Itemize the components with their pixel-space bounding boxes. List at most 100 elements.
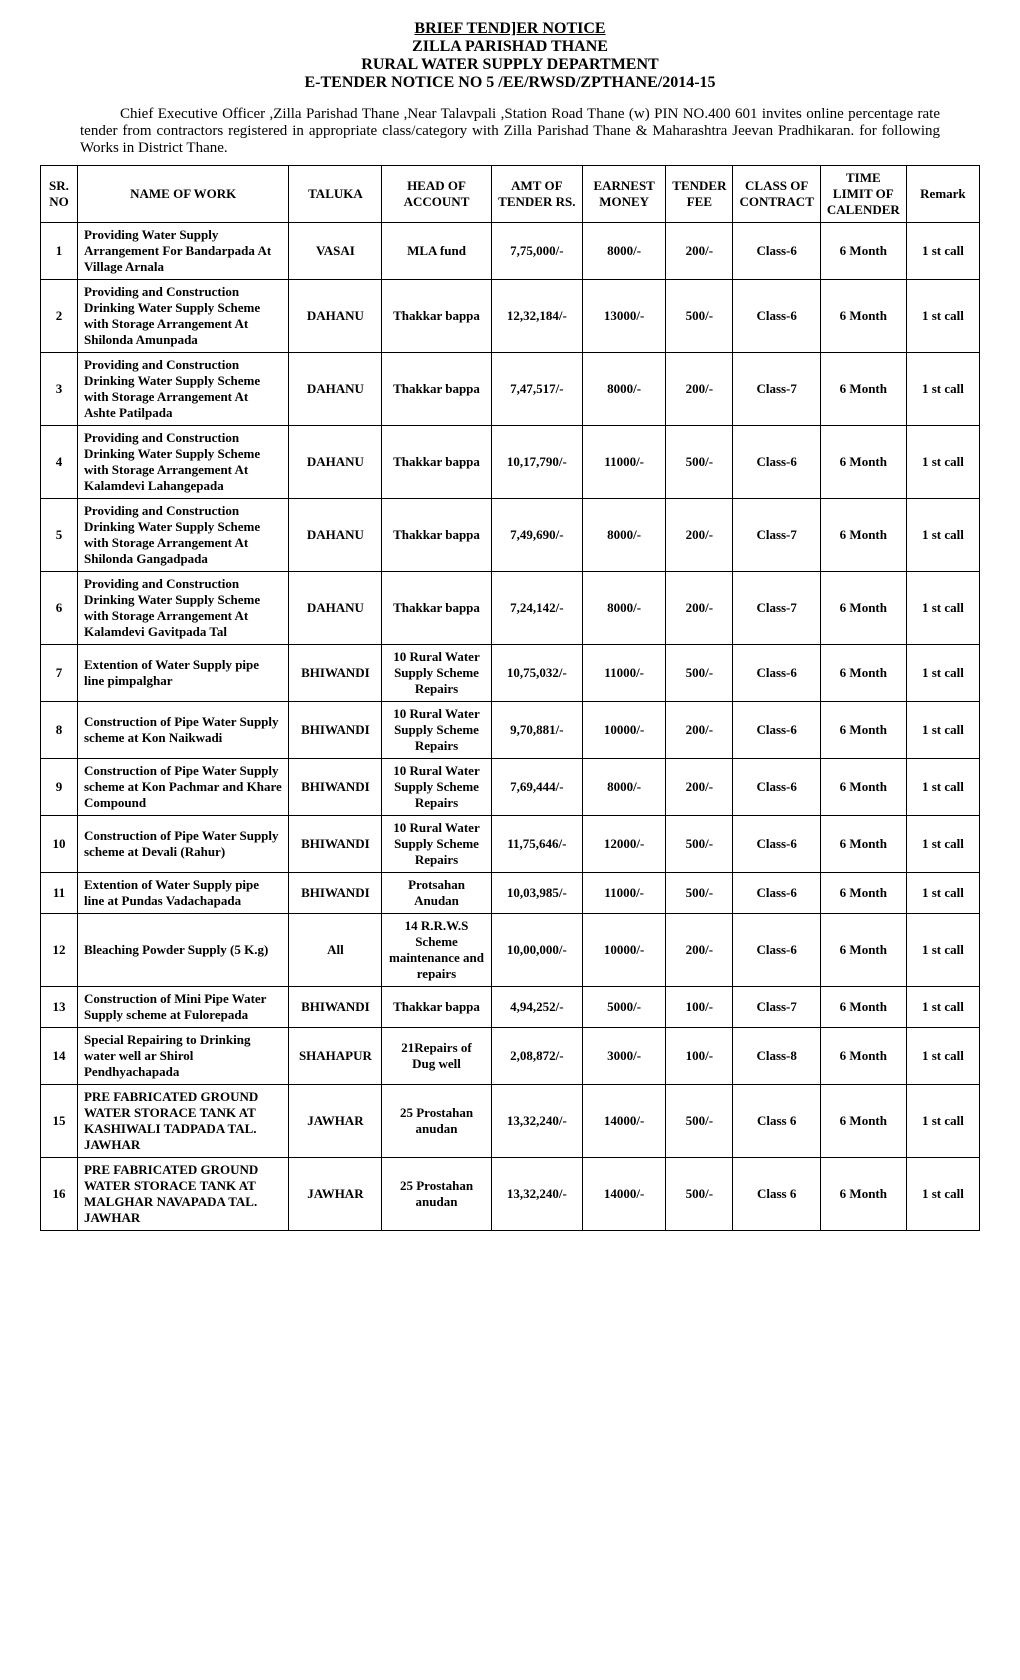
cell-name: Construction of Pipe Water Supply scheme… (77, 816, 288, 873)
cell-cls: Class-6 (733, 426, 820, 499)
cell-cls: Class-6 (733, 223, 820, 280)
cell-emd: 11000/- (583, 645, 666, 702)
cell-head: 21Repairs of Dug well (382, 1028, 491, 1085)
cell-time: 6 Month (820, 816, 906, 873)
cell-head: Thakkar bappa (382, 280, 491, 353)
cell-name: Construction of Pipe Water Supply scheme… (77, 759, 288, 816)
cell-fee: 100/- (666, 1028, 733, 1085)
cell-name: Construction of Pipe Water Supply scheme… (77, 702, 288, 759)
cell-rmk: 1 st call (906, 702, 979, 759)
cell-amt: 13,32,240/- (491, 1158, 582, 1231)
cell-emd: 5000/- (583, 987, 666, 1028)
table-row: 13Construction of Mini Pipe Water Supply… (41, 987, 980, 1028)
cell-sr: 5 (41, 499, 78, 572)
cell-head: 14 R.R.W.S Scheme maintenance and repair… (382, 914, 491, 987)
cell-fee: 200/- (666, 759, 733, 816)
cell-cls: Class 6 (733, 1158, 820, 1231)
cell-name: Providing and Construction Drinking Wate… (77, 426, 288, 499)
cell-amt: 13,32,240/- (491, 1085, 582, 1158)
cell-name: Providing and Construction Drinking Wate… (77, 353, 288, 426)
cell-emd: 8000/- (583, 223, 666, 280)
cell-rmk: 1 st call (906, 645, 979, 702)
cell-amt: 9,70,881/- (491, 702, 582, 759)
cell-amt: 7,75,000/- (491, 223, 582, 280)
cell-rmk: 1 st call (906, 759, 979, 816)
header-line-3: RURAL WATER SUPPLY DEPARTMENT (40, 56, 980, 74)
cell-name: Providing and Construction Drinking Wate… (77, 572, 288, 645)
cell-rmk: 1 st call (906, 353, 979, 426)
cell-amt: 12,32,184/- (491, 280, 582, 353)
table-row: 8Construction of Pipe Water Supply schem… (41, 702, 980, 759)
col-fee: TENDER FEE (666, 166, 733, 223)
table-row: 15PRE FABRICATED GROUND WATER STORACE TA… (41, 1085, 980, 1158)
cell-head: 10 Rural Water Supply Scheme Repairs (382, 759, 491, 816)
cell-emd: 14000/- (583, 1085, 666, 1158)
cell-head: 10 Rural Water Supply Scheme Repairs (382, 702, 491, 759)
cell-head: Thakkar bappa (382, 353, 491, 426)
table-row: 10Construction of Pipe Water Supply sche… (41, 816, 980, 873)
col-rmk: Remark (906, 166, 979, 223)
cell-name: Providing Water Supply Arrangement For B… (77, 223, 288, 280)
cell-sr: 8 (41, 702, 78, 759)
cell-rmk: 1 st call (906, 1158, 979, 1231)
cell-cls: Class-7 (733, 987, 820, 1028)
cell-cls: Class-7 (733, 499, 820, 572)
cell-rmk: 1 st call (906, 499, 979, 572)
cell-fee: 500/- (666, 1158, 733, 1231)
cell-taluka: All (289, 914, 382, 987)
cell-cls: Class-6 (733, 816, 820, 873)
cell-fee: 200/- (666, 353, 733, 426)
cell-taluka: BHIWANDI (289, 759, 382, 816)
cell-sr: 7 (41, 645, 78, 702)
cell-head: Thakkar bappa (382, 499, 491, 572)
cell-rmk: 1 st call (906, 987, 979, 1028)
cell-fee: 500/- (666, 280, 733, 353)
cell-taluka: JAWHAR (289, 1158, 382, 1231)
cell-sr: 9 (41, 759, 78, 816)
col-cls: CLASS OF CONTRACT (733, 166, 820, 223)
cell-taluka: BHIWANDI (289, 702, 382, 759)
intro-paragraph: Chief Executive Officer ,Zilla Parishad … (80, 106, 940, 157)
cell-rmk: 1 st call (906, 914, 979, 987)
cell-taluka: JAWHAR (289, 1085, 382, 1158)
col-name: NAME OF WORK (77, 166, 288, 223)
col-taluka: TALUKA (289, 166, 382, 223)
cell-time: 6 Month (820, 426, 906, 499)
cell-cls: Class-8 (733, 1028, 820, 1085)
table-row: 16PRE FABRICATED GROUND WATER STORACE TA… (41, 1158, 980, 1231)
cell-name: Construction of Mini Pipe Water Supply s… (77, 987, 288, 1028)
cell-emd: 8000/- (583, 759, 666, 816)
cell-fee: 500/- (666, 873, 733, 914)
cell-sr: 15 (41, 1085, 78, 1158)
cell-amt: 2,08,872/- (491, 1028, 582, 1085)
cell-sr: 12 (41, 914, 78, 987)
cell-rmk: 1 st call (906, 1085, 979, 1158)
cell-name: PRE FABRICATED GROUND WATER STORACE TANK… (77, 1158, 288, 1231)
cell-head: Thakkar bappa (382, 426, 491, 499)
cell-rmk: 1 st call (906, 223, 979, 280)
cell-sr: 6 (41, 572, 78, 645)
cell-time: 6 Month (820, 353, 906, 426)
tender-table: SR. NO NAME OF WORK TALUKA HEAD OF ACCOU… (40, 165, 980, 1231)
cell-head: 25 Prostahan anudan (382, 1158, 491, 1231)
cell-taluka: DAHANU (289, 499, 382, 572)
col-emd: EARNEST MONEY (583, 166, 666, 223)
cell-amt: 10,75,032/- (491, 645, 582, 702)
table-row: 11Extention of Water Supply pipe line at… (41, 873, 980, 914)
cell-rmk: 1 st call (906, 280, 979, 353)
cell-rmk: 1 st call (906, 816, 979, 873)
cell-fee: 500/- (666, 426, 733, 499)
table-row: 6Providing and Construction Drinking Wat… (41, 572, 980, 645)
cell-head: 10 Rural Water Supply Scheme Repairs (382, 645, 491, 702)
cell-time: 6 Month (820, 572, 906, 645)
cell-fee: 200/- (666, 702, 733, 759)
cell-emd: 8000/- (583, 499, 666, 572)
cell-taluka: VASAI (289, 223, 382, 280)
cell-amt: 7,69,444/- (491, 759, 582, 816)
cell-amt: 7,49,690/- (491, 499, 582, 572)
table-header-row: SR. NO NAME OF WORK TALUKA HEAD OF ACCOU… (41, 166, 980, 223)
cell-rmk: 1 st call (906, 1028, 979, 1085)
cell-time: 6 Month (820, 223, 906, 280)
col-head: HEAD OF ACCOUNT (382, 166, 491, 223)
cell-head: Thakkar bappa (382, 987, 491, 1028)
